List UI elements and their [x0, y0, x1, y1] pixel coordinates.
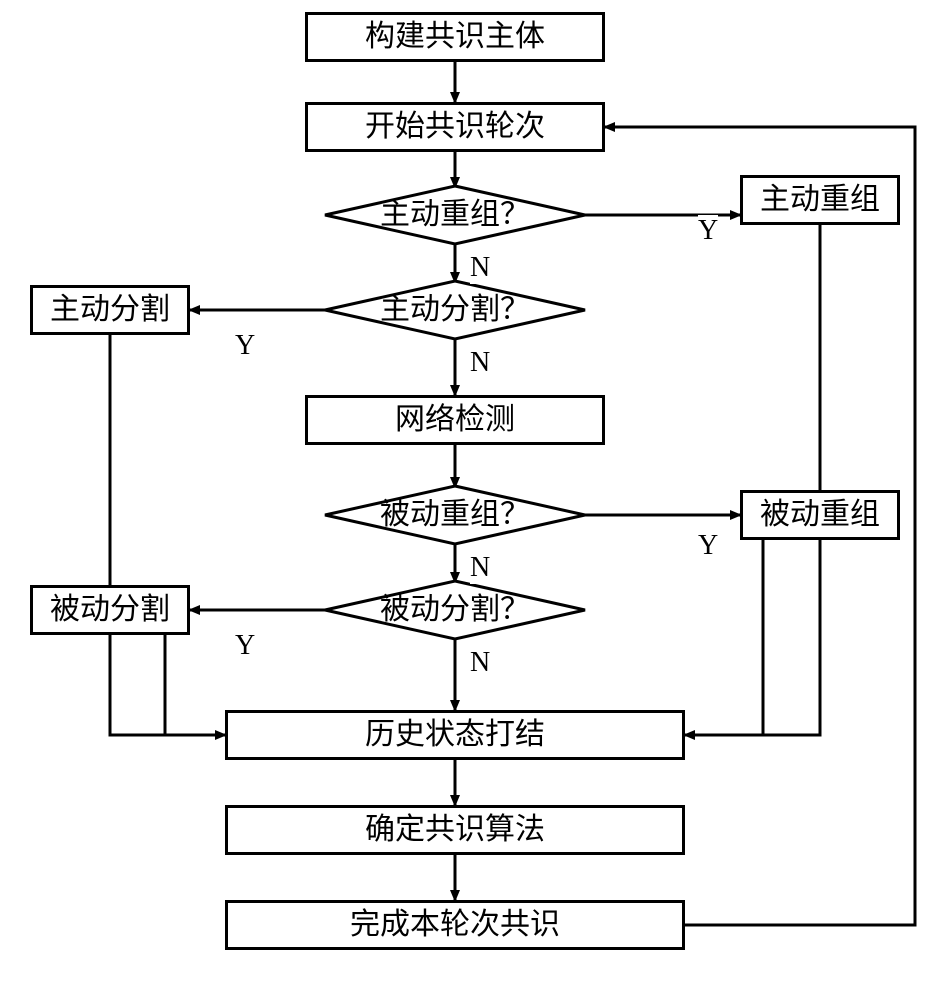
yn-y1: Y	[698, 215, 718, 247]
node-n_algo: 确定共识算法	[225, 805, 685, 855]
node-n_passiveSplit: 被动分割	[30, 585, 190, 635]
node-label: 主动分割	[50, 295, 170, 325]
flowchart-canvas: 构建共识主体开始共识轮次主动重组？ 主动重组主动分割？ 主动分割网络检测被动重组？ 被…	[0, 0, 932, 1000]
node-n_build: 构建共识主体	[305, 12, 605, 62]
node-n_activeReorg: 主动重组	[740, 175, 900, 225]
node-n_netDetect: 网络检测	[305, 395, 605, 445]
node-label: 被动重组	[760, 500, 880, 530]
node-n_complete: 完成本轮次共识	[225, 900, 685, 950]
yn-n4: N	[470, 647, 490, 679]
node-n_startRound: 开始共识轮次	[305, 102, 605, 152]
node-label: 构建共识主体	[365, 22, 545, 52]
node-label: 主动重组	[760, 185, 880, 215]
node-d_passiveReorg-label: 被动重组？	[375, 500, 535, 530]
node-n_knot: 历史状态打结	[225, 710, 685, 760]
node-label: 网络检测	[395, 405, 515, 435]
node-label: 开始共识轮次	[365, 112, 545, 142]
node-label: 确定共识算法	[365, 815, 545, 845]
yn-y4: Y	[235, 630, 255, 662]
node-label: 历史状态打结	[365, 720, 545, 750]
node-n_activeSplit: 主动分割	[30, 285, 190, 335]
node-d_passiveSplit-label: 被动分割？	[375, 595, 535, 625]
yn-y3: Y	[698, 530, 718, 562]
node-label: 完成本轮次共识	[350, 910, 560, 940]
node-n_passiveReorg: 被动重组	[740, 490, 900, 540]
yn-y2: Y	[235, 330, 255, 362]
node-label: 被动分割	[50, 595, 170, 625]
yn-n3: N	[470, 552, 490, 584]
node-d_activeReorg-label: 主动重组？	[375, 200, 535, 230]
yn-n1: N	[470, 252, 490, 284]
yn-n2: N	[470, 347, 490, 379]
node-d_activeSplit-label: 主动分割？	[375, 295, 535, 325]
